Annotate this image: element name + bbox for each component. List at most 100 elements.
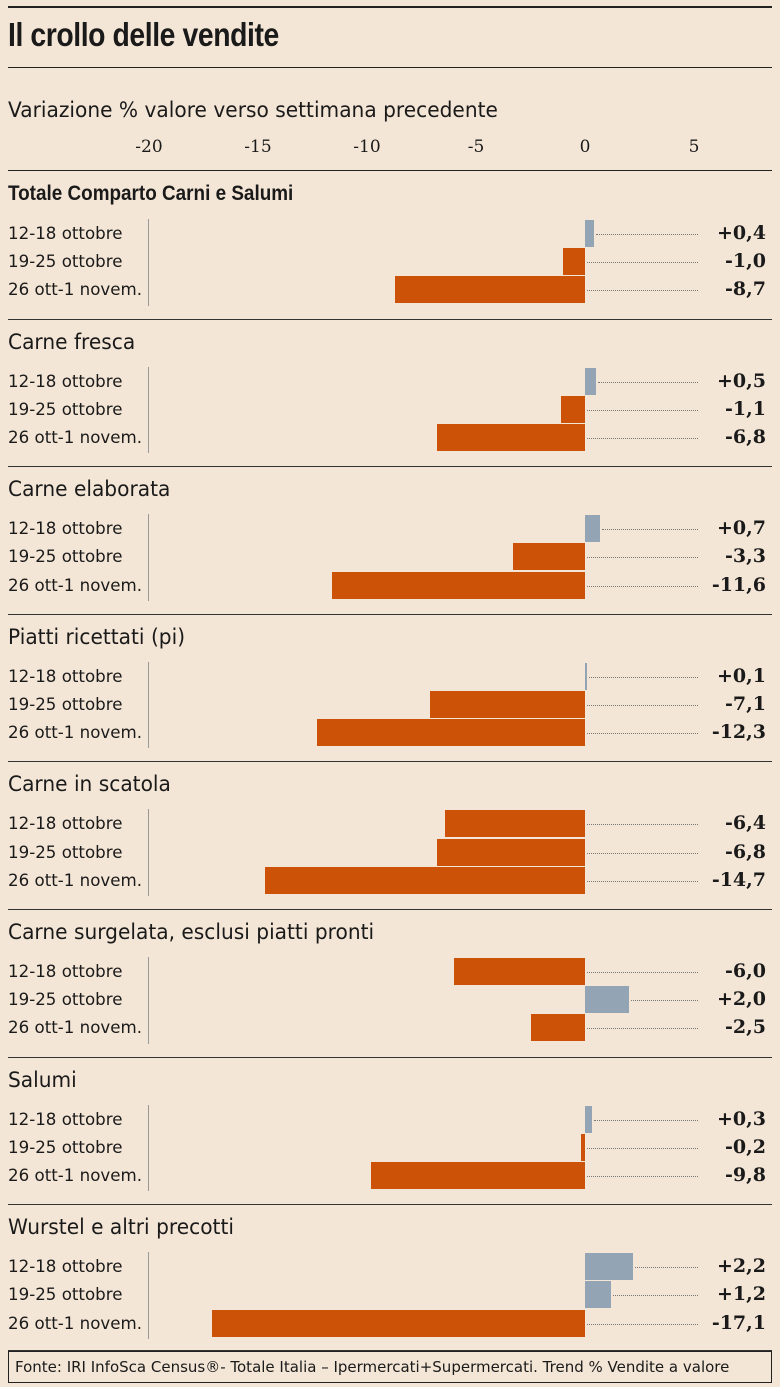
row-label: 26 ott-1 novem.: [8, 280, 143, 301]
leader-dots: [595, 234, 698, 235]
leader-dots: [587, 557, 698, 559]
tick-label: -5: [467, 137, 485, 157]
row-label: 19-25 ottobre: [8, 990, 123, 1011]
bar-positive: [585, 220, 594, 247]
group-separator: [8, 1056, 772, 1058]
bar-negative: [264, 866, 585, 894]
label-divider: [148, 661, 149, 749]
tick-label: -20: [135, 137, 163, 157]
group-separator: [8, 466, 772, 468]
row-label: 12-18 ottobre: [8, 371, 123, 392]
row-label: 19-25 ottobre: [8, 842, 123, 863]
row-label: 26 ott-1 novem.: [8, 428, 143, 448]
leader-dots: [587, 1176, 698, 1177]
value-label: -6,0: [725, 960, 766, 982]
row-label: 26 ott-1 novem.: [8, 1313, 143, 1334]
leader-dots: [587, 1028, 698, 1030]
bar-negative: [395, 276, 585, 304]
value-label: +2,0: [717, 988, 766, 1011]
row-label: 26 ott-1 novem.: [8, 575, 143, 596]
row-label: 12-18 ottobre: [8, 1257, 123, 1278]
leader-dots: [630, 1000, 698, 1002]
bar-negative: [513, 543, 585, 571]
group-title: Totale Comparto Carni e Salumi: [8, 182, 294, 205]
source-box: Fonte: IRI InfoSca Census®- Totale Itali…: [8, 1351, 772, 1383]
chart-title: Il crollo delle vendite: [8, 16, 279, 53]
leader-dots: [587, 262, 698, 264]
group-title: Salumi: [8, 1067, 77, 1092]
label-divider: [148, 1252, 149, 1339]
group-separator: [8, 761, 772, 763]
axis-rule: [8, 170, 772, 171]
label-divider: [148, 366, 149, 454]
group-title: Carne elaborata: [8, 477, 171, 502]
bar-positive: [585, 986, 629, 1014]
row-label: 12-18 ottobre: [8, 666, 123, 687]
value-label: -17,1: [711, 1311, 766, 1334]
bar-negative: [445, 810, 585, 838]
bar-negative: [563, 248, 585, 276]
value-label: -2,5: [725, 1016, 766, 1039]
bar-negative: [580, 1133, 585, 1161]
value-label: -0,2: [725, 1135, 766, 1158]
row-label: 19-25 ottobre: [8, 1137, 123, 1158]
row-label: 12-18 ottobre: [8, 224, 123, 244]
bar-negative: [436, 424, 585, 451]
group-separator: [8, 909, 772, 910]
chart-subtitle: Variazione % valore verso settimana prec…: [8, 98, 498, 122]
value-label: +1,2: [717, 1283, 766, 1306]
bar-positive: [585, 662, 588, 690]
value-label: -7,1: [725, 693, 766, 715]
label-divider: [148, 1104, 149, 1192]
leader-dots: [587, 1323, 698, 1325]
row-label: 19-25 ottobre: [8, 695, 123, 715]
row-label: 26 ott-1 novem.: [8, 723, 143, 744]
label-divider: [148, 514, 149, 601]
leader-dots: [587, 438, 698, 439]
value-label: -1,1: [725, 397, 766, 420]
bar-negative: [561, 395, 585, 423]
row-label: 19-25 ottobre: [8, 399, 123, 420]
bar-negative: [530, 1014, 585, 1042]
leader-dots: [593, 1119, 698, 1121]
bar-positive: [585, 1253, 633, 1281]
leader-dots: [587, 1147, 698, 1149]
group-title: Carne fresca: [8, 329, 136, 354]
row-label: 19-25 ottobre: [8, 252, 123, 273]
group-separator: [8, 1350, 772, 1351]
title-rule: [8, 67, 772, 68]
bar-negative: [371, 1162, 585, 1189]
leader-dots: [587, 824, 698, 826]
group-separator: [8, 613, 772, 615]
top-rule: [8, 6, 772, 8]
value-label: +0,4: [717, 222, 766, 244]
bar-negative: [454, 958, 585, 985]
bar-positive: [585, 1105, 592, 1133]
bar-negative: [212, 1309, 585, 1337]
value-label: -8,7: [725, 278, 766, 301]
value-label: -12,3: [711, 721, 766, 744]
leader-dots: [587, 972, 698, 973]
tick-label: 5: [688, 137, 700, 157]
leader-dots: [587, 409, 698, 411]
value-label: -6,8: [725, 840, 766, 863]
value-label: -1,0: [725, 250, 766, 273]
tick-label: 0: [579, 137, 591, 157]
value-label: -3,3: [725, 545, 766, 568]
leader-dots: [634, 1267, 698, 1269]
group-title: Carne in scatola: [8, 772, 171, 797]
leader-dots: [587, 585, 698, 587]
bar-negative: [316, 719, 585, 747]
group-title: Piatti ricettati (pi): [8, 624, 186, 649]
value-label: +0,7: [717, 517, 766, 540]
tick-label: -15: [244, 137, 272, 157]
group-separator: [8, 318, 772, 320]
label-divider: [148, 219, 149, 306]
value-label: +0,5: [717, 369, 766, 392]
row-label: 19-25 ottobre: [8, 547, 123, 568]
row-label: 12-18 ottobre: [8, 962, 123, 982]
row-label: 26 ott-1 novem.: [8, 1018, 143, 1039]
value-label: +2,2: [717, 1255, 766, 1278]
value-label: -6,8: [725, 426, 766, 448]
group-title: Wurstel e altri precotti: [8, 1215, 234, 1240]
